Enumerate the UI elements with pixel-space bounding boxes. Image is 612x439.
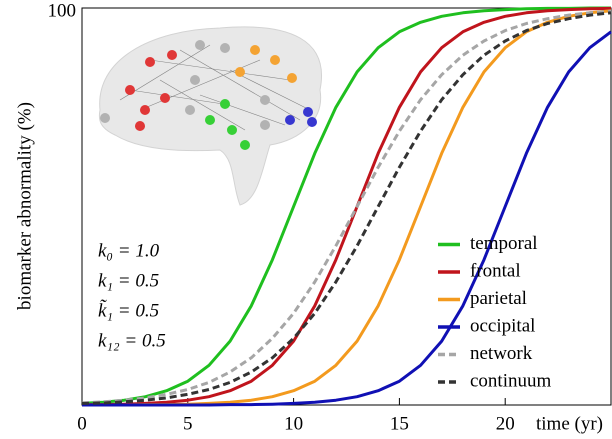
legend-label: network	[470, 343, 533, 364]
brain-illustration	[98, 26, 322, 206]
legend-label: occipital	[470, 315, 535, 336]
legend-label: temporal	[470, 233, 538, 254]
x-tick-label: 15	[390, 413, 409, 434]
legend-label: frontal	[470, 260, 521, 281]
line-frontal	[82, 6, 612, 407]
line-network	[81, 9, 612, 405]
x-tick-label: 5	[183, 413, 193, 434]
network-nodes	[100, 40, 317, 150]
legend-label: parietal	[470, 288, 527, 309]
x-tick-label: 20	[496, 413, 515, 434]
line-continuum	[81, 11, 612, 405]
y-axis-label: biomarker abnormality (%)	[14, 102, 35, 310]
plot-frame	[81, 7, 612, 406]
legend-label: continuum	[470, 370, 551, 391]
x-tick-label: 0	[77, 413, 87, 434]
line-temporal	[81, 6, 611, 405]
line-occipital	[82, 30, 612, 407]
annotation: k₁ = 0.5	[98, 270, 159, 291]
y-tick-label: 100	[48, 0, 77, 21]
network-edges	[119, 44, 311, 131]
annotation: k₁₂ = 0.5	[98, 330, 166, 351]
annotation: k₀ = 1.0	[98, 240, 160, 261]
x-axis-label: time (yr)	[536, 413, 603, 434]
x-tick-label: 10	[284, 413, 303, 434]
annotation: k̃₁ = 0.5	[98, 300, 159, 322]
